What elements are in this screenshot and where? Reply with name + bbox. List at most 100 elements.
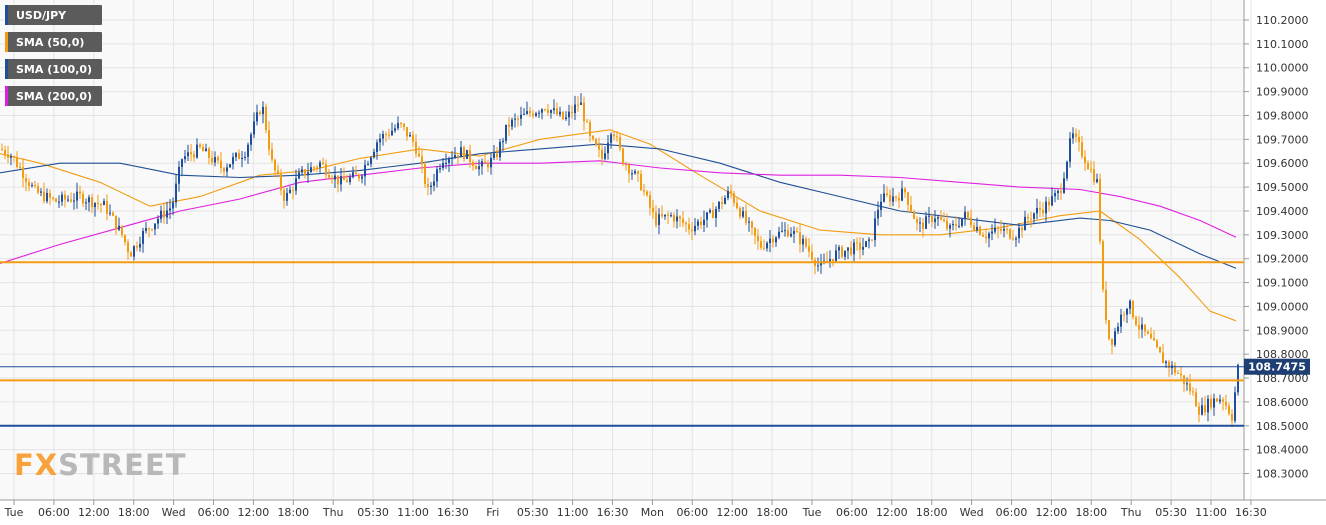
candle-body <box>1186 383 1188 385</box>
legend-item[interactable]: SMA (200,0) <box>5 86 103 106</box>
legend-item[interactable]: SMA (50,0) <box>5 32 103 52</box>
candle-body <box>931 215 933 223</box>
candle-body <box>889 195 891 202</box>
candle-body <box>154 223 156 230</box>
candle-body <box>904 188 906 193</box>
candle-body <box>670 215 672 217</box>
candle-body <box>1105 289 1107 321</box>
candle-body <box>643 190 645 192</box>
candle-body <box>853 242 855 255</box>
candle-body <box>574 104 576 114</box>
candle-body <box>646 191 648 196</box>
candle-body <box>40 191 42 193</box>
y-tick-label: 109.3000 <box>1256 229 1309 242</box>
candle-body <box>166 210 168 218</box>
candle-body <box>1045 201 1047 214</box>
candle-body <box>946 221 948 229</box>
candle-body <box>292 189 294 191</box>
candle-body <box>127 242 129 253</box>
candle-body <box>652 207 654 213</box>
candle-body <box>442 162 444 169</box>
candle-body <box>985 236 987 239</box>
x-tick-label: 16:30 <box>597 506 629 519</box>
candle-body <box>142 230 144 244</box>
candle-body <box>73 200 75 202</box>
candle-body <box>607 142 609 154</box>
candle-body <box>943 219 945 222</box>
candle-body <box>1138 324 1140 330</box>
candle-body <box>373 151 375 158</box>
candle-body <box>1018 227 1020 239</box>
candle-body <box>262 106 264 115</box>
y-tick-label: 108.5000 <box>1256 420 1309 433</box>
y-tick-label: 109.1000 <box>1256 277 1309 290</box>
candle-body <box>589 122 591 136</box>
x-tick-label: 05:30 <box>517 506 549 519</box>
candle-body <box>754 227 756 236</box>
candle-body <box>586 121 588 123</box>
candle-body <box>1234 392 1236 421</box>
candle-body <box>322 162 324 165</box>
candle-body <box>4 149 6 155</box>
candle-body <box>97 203 99 205</box>
candle-body <box>1093 169 1095 183</box>
candle-body <box>37 186 39 193</box>
candle-body <box>1159 347 1161 353</box>
candle-body <box>490 157 492 168</box>
candle-body <box>640 174 642 191</box>
candle-body <box>880 201 882 210</box>
legend-swatch <box>5 32 8 52</box>
candle-body <box>688 224 690 230</box>
candle-body <box>1072 133 1074 139</box>
candle-body <box>676 216 678 222</box>
legend-item[interactable]: SMA (100,0) <box>5 59 103 79</box>
candle-body <box>232 157 234 165</box>
candle-body <box>787 230 789 237</box>
candle-body <box>730 191 732 194</box>
candle-body <box>556 108 558 115</box>
y-tick-label: 109.2000 <box>1256 253 1309 266</box>
candle-body <box>109 212 111 214</box>
y-tick-label: 108.6000 <box>1256 396 1309 409</box>
candle-body <box>124 234 126 243</box>
legend-item[interactable]: USD/JPY <box>5 5 103 25</box>
candle-body <box>1174 365 1176 373</box>
x-tick-label: Mon <box>641 506 664 519</box>
candle-body <box>334 175 336 180</box>
candle-body <box>955 224 957 226</box>
candle-body <box>529 111 531 114</box>
candle-body <box>199 144 201 147</box>
candle-body <box>133 246 135 257</box>
candle-body <box>499 142 501 158</box>
candle-body <box>1162 352 1164 364</box>
candle-body <box>46 193 48 202</box>
candle-body <box>469 149 471 162</box>
candle-body <box>892 196 894 202</box>
candle-body <box>31 185 33 187</box>
candle-body <box>976 226 978 231</box>
candle-body <box>913 211 915 220</box>
candle-body <box>289 189 291 193</box>
candle-body <box>925 216 927 229</box>
y-tick-label: 109.5000 <box>1256 181 1309 194</box>
candle-body <box>346 180 348 183</box>
candle-body <box>385 134 387 136</box>
candle-body <box>235 153 237 158</box>
candle-body <box>382 134 384 139</box>
candle-body <box>898 197 900 201</box>
candle-body <box>1009 229 1011 239</box>
candle-body <box>577 104 579 106</box>
y-tick-label: 109.8000 <box>1256 109 1309 122</box>
candle-body <box>1144 324 1146 332</box>
x-tick-label: 12:00 <box>238 506 270 519</box>
candle-body <box>721 201 723 204</box>
x-tick-label: 18:00 <box>277 506 309 519</box>
candle-body <box>724 197 726 204</box>
candle-body <box>157 218 159 224</box>
candle-body <box>259 112 261 115</box>
candle-body <box>514 118 516 120</box>
candle-body <box>148 228 150 230</box>
candle-body <box>757 235 759 242</box>
candle-body <box>709 210 711 213</box>
candle-body <box>433 181 435 186</box>
